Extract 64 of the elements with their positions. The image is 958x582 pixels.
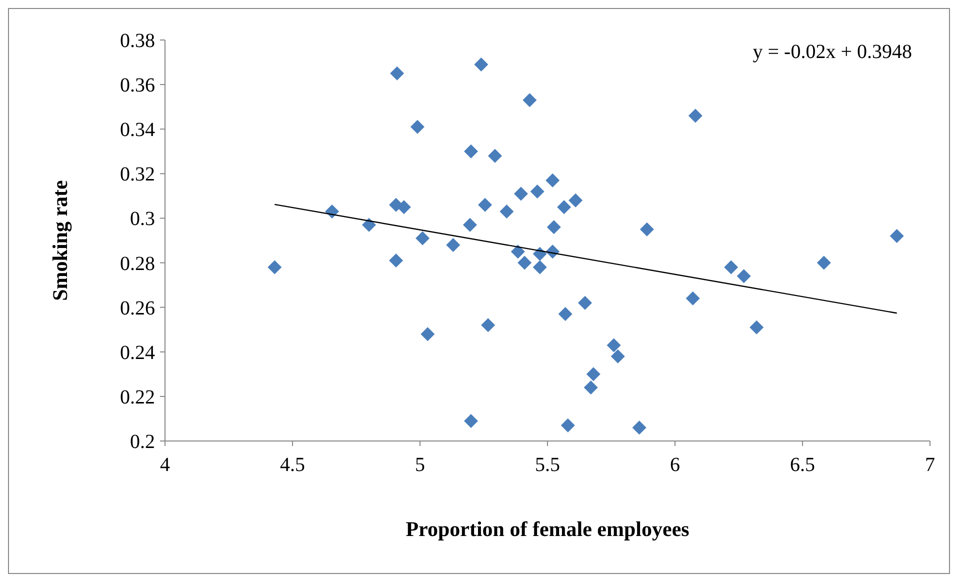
point xyxy=(474,58,488,72)
y-tick-label: 0.34 xyxy=(120,119,155,142)
x-tick-label: 7 xyxy=(925,454,935,476)
y-tick-label: 0.3 xyxy=(130,208,155,230)
point xyxy=(546,173,560,188)
x-tick-label: 6 xyxy=(670,454,680,476)
y-tick-label: 0.2 xyxy=(130,431,155,453)
y-tick-label: 0.36 xyxy=(120,74,155,97)
point xyxy=(640,222,654,236)
y-tick-label: 0.28 xyxy=(120,252,155,275)
point xyxy=(416,231,430,246)
point xyxy=(410,120,424,134)
x-tick-label: 4 xyxy=(160,454,170,476)
y-tick-label: 0.24 xyxy=(120,342,155,364)
point xyxy=(522,93,537,108)
point xyxy=(420,327,435,342)
point xyxy=(890,229,904,244)
point xyxy=(686,291,700,306)
point xyxy=(462,218,477,232)
point xyxy=(446,238,460,252)
point xyxy=(568,193,583,208)
point xyxy=(557,200,572,214)
point xyxy=(560,418,575,432)
point xyxy=(481,318,496,332)
point xyxy=(532,260,547,274)
point xyxy=(514,186,528,201)
point xyxy=(736,269,751,284)
point xyxy=(464,414,478,428)
point xyxy=(816,256,831,270)
x-axis-title: Proportion of female employees xyxy=(406,517,690,541)
point xyxy=(724,260,738,274)
point xyxy=(584,380,598,395)
point xyxy=(532,246,547,261)
point xyxy=(750,320,764,334)
x-tick-label: 5.5 xyxy=(535,454,560,476)
point xyxy=(632,420,646,435)
y-tick-label: 0.32 xyxy=(120,164,155,186)
point xyxy=(530,184,544,198)
y-tick-label: 0.38 xyxy=(120,30,155,52)
point xyxy=(488,148,502,163)
point xyxy=(396,200,411,214)
point xyxy=(362,218,376,232)
point xyxy=(464,144,478,158)
x-tick-label: 5 xyxy=(415,454,425,476)
point xyxy=(389,254,404,268)
point xyxy=(546,220,561,234)
point xyxy=(390,66,404,80)
point xyxy=(268,260,282,274)
annotation: y = -0.02x + 0.3948 xyxy=(752,41,912,63)
x-tick-label: 4.5 xyxy=(280,454,305,476)
point xyxy=(478,198,492,212)
point xyxy=(688,108,702,123)
point xyxy=(510,244,525,259)
x-tick-label: 6.5 xyxy=(790,454,815,476)
point xyxy=(610,349,625,364)
point xyxy=(606,338,621,352)
y-axis-title: Smoking rate xyxy=(48,180,72,301)
point xyxy=(518,256,532,270)
point xyxy=(558,307,572,322)
y-tick-label: 0.26 xyxy=(120,297,155,320)
y-tick-label: 0.22 xyxy=(120,386,155,408)
point xyxy=(500,204,514,219)
point xyxy=(578,296,592,310)
point xyxy=(586,367,600,382)
